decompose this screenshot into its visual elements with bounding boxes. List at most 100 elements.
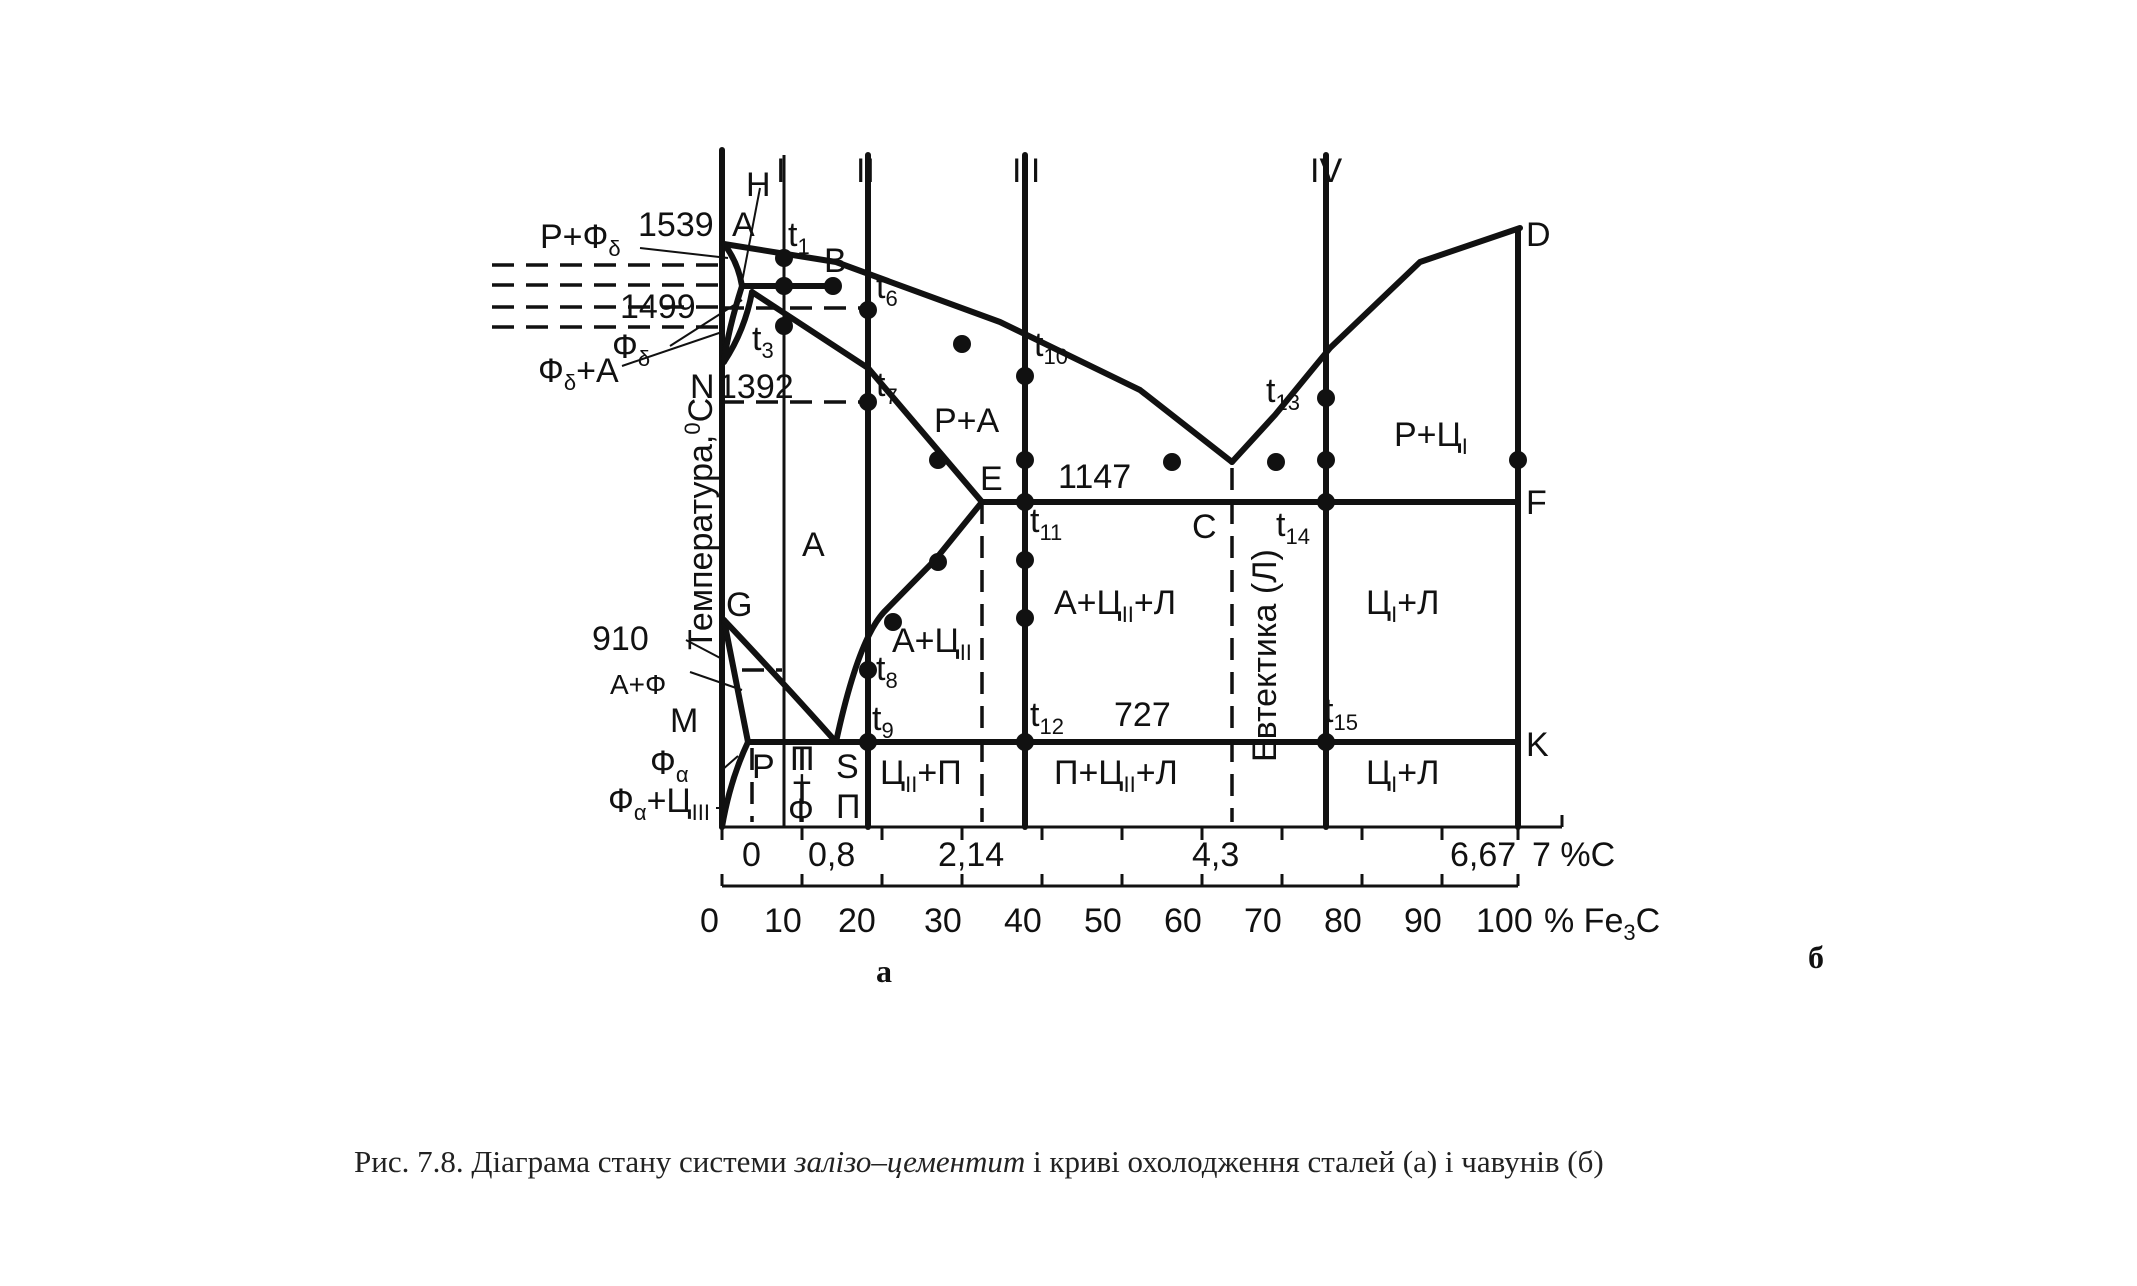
point-labels: A H B D N E C F G M P S K: [670, 166, 1551, 786]
point-t11: [1016, 493, 1034, 511]
temp-1392: 1392: [718, 368, 794, 406]
alloy-label-iv: IV: [1310, 152, 1342, 190]
phase-c1-l-lower: ЦI+Л: [1366, 754, 1439, 797]
point-t14: [1317, 493, 1335, 511]
point-t1: [775, 249, 793, 267]
point-t3: [775, 317, 793, 335]
diagram-frame: [719, 147, 1564, 888]
alloy-label-i: I: [776, 152, 785, 190]
axis-labels: Температура,0С 0 0,8 2,14 4,3 6,67 7 %C …: [680, 398, 1660, 945]
temp-1147: 1147: [1058, 458, 1131, 496]
label-A: A: [732, 206, 755, 244]
dot-right-1: [1509, 451, 1527, 469]
fe3c-tick-20: 20: [838, 902, 876, 940]
fe3c-axis-ticks: [720, 874, 1520, 886]
label-M: M: [670, 702, 698, 740]
label-t13: t13: [1266, 372, 1300, 415]
point-B: [824, 277, 842, 295]
fe3c-tick-0: 0: [700, 902, 719, 940]
solvus-SE: [833, 499, 985, 745]
phase-a-f: А+Ф: [610, 669, 666, 700]
carbon-tick-6-67: 6,67: [1450, 836, 1516, 874]
phase-c2-p: ЦII+П: [880, 754, 962, 797]
point-t15: [1317, 733, 1335, 751]
fe3c-tick-100: 100: [1476, 902, 1533, 940]
phase-r-fd: Р+Фδ: [540, 218, 621, 261]
fe3c-tick-40: 40: [1004, 902, 1042, 940]
phase-fd: Фδ: [612, 328, 650, 371]
line-GS: [721, 617, 839, 745]
point-t9: [859, 733, 877, 751]
phase-c1-l-upper: ЦI+Л: [1366, 584, 1439, 627]
figure-caption: Рис. 7.8. Діаграма стану системи залізо–…: [354, 1144, 1604, 1179]
dot-iii-3: [1016, 609, 1034, 627]
label-t1: t1: [788, 216, 810, 259]
alloy-label-ii: II: [856, 152, 875, 190]
phase-p-c2-l: П+ЦII+Л: [1054, 754, 1178, 797]
phase-a-c2-l: А+ЦII+Л: [1054, 584, 1176, 627]
phase-r-a: Р+А: [934, 402, 1000, 440]
temperature-labels: 1539 1499 1392 1147 910 727: [592, 206, 1171, 734]
phase-fa: Фα: [650, 744, 689, 787]
dot-liquidus-1: [953, 335, 971, 353]
panel-label-b: б: [1808, 939, 1824, 975]
dot-solvus-2: [884, 613, 902, 631]
point-t7: [859, 393, 877, 411]
fe3c-tick-60: 60: [1164, 902, 1202, 940]
carbon-tick-0-8: 0,8: [808, 836, 855, 874]
y-axis-label: Температура,0С: [680, 398, 720, 650]
phase-p-f-f: Ф: [788, 792, 814, 830]
fe3c-tick-50: 50: [1084, 902, 1122, 940]
phase-fd-a: Фδ+А: [538, 352, 619, 395]
label-t6: t6: [876, 268, 898, 311]
label-t10: t10: [1034, 326, 1068, 369]
dot-iv-1: [1317, 451, 1335, 469]
label-D: D: [1526, 216, 1551, 254]
label-t9: t9: [872, 700, 894, 743]
carbon-tick-2-14: 2,14: [938, 836, 1004, 874]
point-t10: [1016, 367, 1034, 385]
carbon-tick-0: 0: [742, 836, 761, 874]
phase-a: А: [802, 526, 825, 564]
liquidus-ABC: [721, 241, 1235, 465]
label-t14: t14: [1276, 506, 1310, 549]
fe3c-tick-10: 10: [764, 902, 802, 940]
label-t7: t7: [876, 366, 898, 409]
label-N: N: [690, 368, 715, 406]
fe3c-axis-unit: % Fe3С: [1544, 902, 1660, 945]
label-t15: t15: [1324, 692, 1358, 735]
liquidus-CD: [1229, 225, 1523, 465]
carbon-axis-tail: 7 %C: [1532, 836, 1615, 874]
label-E: E: [980, 460, 1003, 498]
eutectic-vertical-label: Евтектика (Л): [1246, 549, 1284, 762]
fe3c-tick-70: 70: [1244, 902, 1282, 940]
line-JN: [721, 289, 755, 365]
label-F: F: [1526, 484, 1547, 522]
leader-lines: [621, 187, 761, 809]
point-t13: [1317, 389, 1335, 407]
alloy-labels: I II III IV: [776, 152, 1342, 190]
dot-solvus-1: [929, 553, 947, 571]
label-K: K: [1526, 726, 1549, 764]
panel-label-a: а: [876, 953, 892, 989]
phase-fa-c3: Фα+ЦIII: [608, 782, 710, 825]
fe3c-tick-30: 30: [924, 902, 962, 940]
dot-liquidus-2: [1163, 453, 1181, 471]
point-t8: [859, 661, 877, 679]
dot-cd-1: [1267, 453, 1285, 471]
temp-910: 910: [592, 620, 649, 658]
label-C: C: [1192, 508, 1217, 546]
solidus-AH: [721, 241, 745, 289]
phase-r-c1: Р+ЦI: [1394, 416, 1468, 459]
point-t2: [775, 277, 793, 295]
line-GP: [721, 617, 751, 745]
temp-1539: 1539: [638, 206, 714, 244]
line-PQ: [719, 739, 751, 830]
label-S: S: [836, 748, 859, 786]
phase-p-f-plus: +: [792, 764, 812, 802]
dot-iii-1: [1016, 451, 1034, 469]
label-t11: t11: [1030, 502, 1062, 545]
label-G: G: [726, 586, 752, 624]
phase-lines: [719, 225, 1523, 830]
